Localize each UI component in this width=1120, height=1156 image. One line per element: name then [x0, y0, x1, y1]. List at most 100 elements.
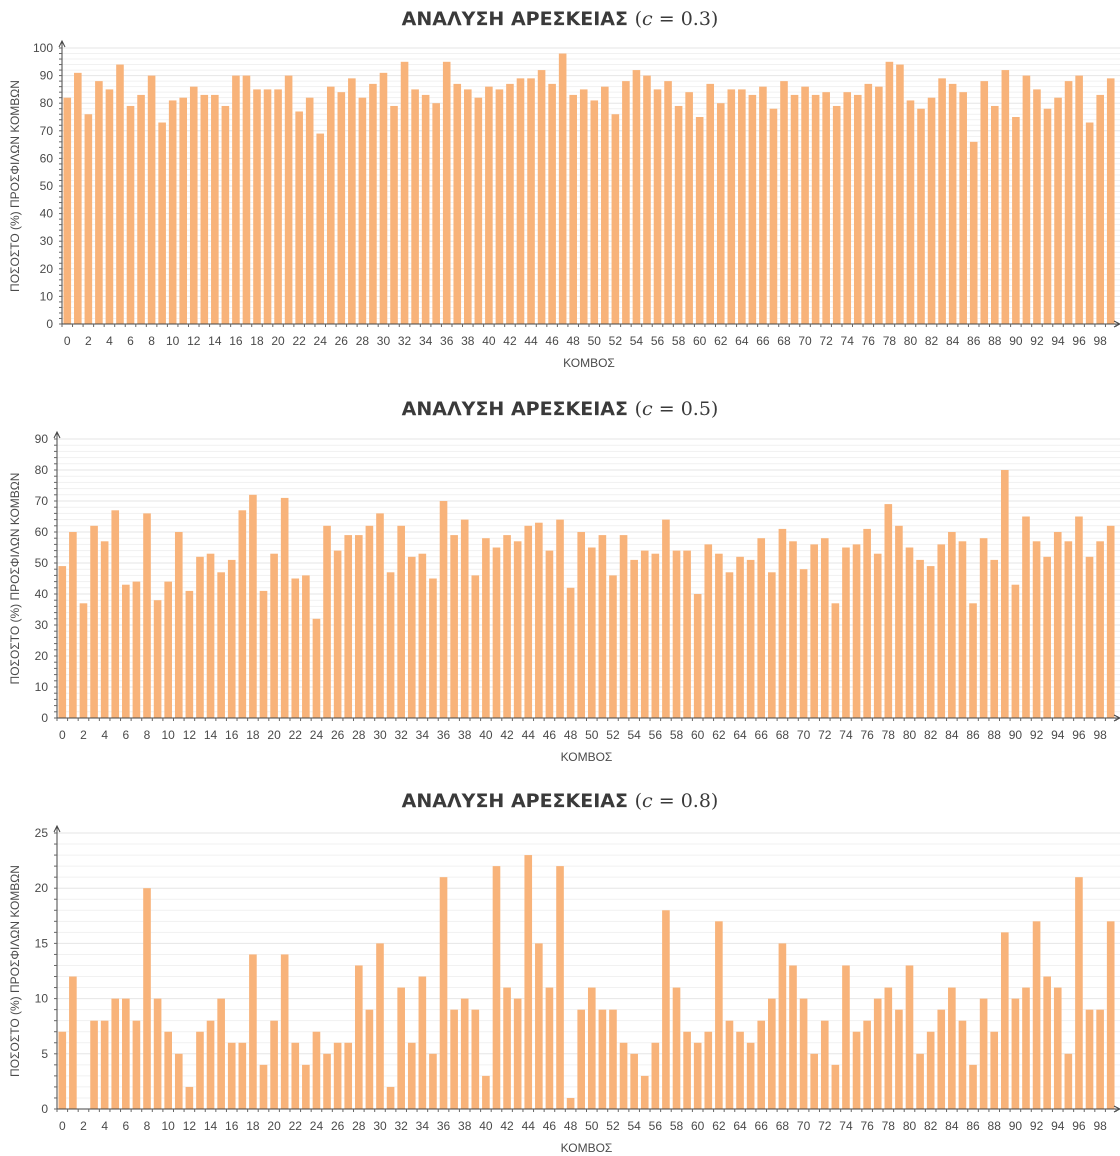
bar-53	[619, 535, 628, 718]
y-tick-label: 100	[33, 41, 53, 55]
bar-10	[164, 581, 172, 718]
x-tick-label: 58	[670, 1119, 684, 1133]
bar-38	[460, 519, 469, 718]
bar-28	[355, 535, 363, 718]
bar-32	[400, 61, 409, 325]
bar-55	[640, 550, 649, 718]
bar-90	[1011, 998, 1020, 1109]
bar-50	[590, 100, 599, 324]
bar-74	[842, 547, 850, 718]
x-tick-label: 90	[1009, 1119, 1023, 1133]
bar-35	[429, 1053, 437, 1109]
x-tick-label: 42	[500, 728, 514, 742]
x-tick-label: 4	[101, 728, 108, 742]
y-tick-label: 0	[41, 711, 48, 725]
bar-52	[609, 1009, 617, 1109]
bar-64	[736, 556, 744, 718]
bar-11	[179, 97, 188, 325]
bar-47	[556, 866, 564, 1109]
y-tick-label: 0	[46, 317, 53, 331]
bar-55	[643, 75, 651, 324]
y-tick-label: 80	[35, 463, 49, 477]
x-tick-label: 48	[564, 728, 578, 742]
bar-5	[116, 64, 124, 324]
bar-48	[569, 94, 577, 324]
chart-panel-c08: ΑΝΑΛΥΣΗ ΑΡΕΣΚΕΙΑΣ (c = 0.8) 0 5 10 15 20 25 0 2…	[0, 782, 1120, 1156]
x-tick-label: 50	[585, 1119, 599, 1133]
bar-84	[948, 987, 956, 1109]
bar-82	[926, 1031, 935, 1109]
bar-98	[1096, 541, 1104, 718]
x-tick-label: 18	[246, 1119, 260, 1133]
bar-59	[685, 92, 693, 324]
bar-96	[1075, 516, 1083, 718]
y-tick-label: 90	[40, 69, 54, 83]
bar-32	[397, 987, 405, 1109]
bar-17	[238, 510, 247, 718]
bar-38	[464, 89, 472, 325]
bar-12	[185, 590, 194, 718]
bar-5	[111, 998, 120, 1109]
bar-60	[693, 1042, 702, 1109]
bar-56	[651, 1042, 660, 1109]
bar-43	[513, 541, 522, 718]
x-tick-label: 68	[777, 334, 791, 348]
x-tick-label: 50	[585, 728, 599, 742]
x-tick-label: 56	[649, 728, 663, 742]
bar-63	[725, 572, 734, 718]
bar-29	[369, 83, 377, 324]
x-tick-label: 70	[798, 334, 812, 348]
y-tick-label: 30	[40, 234, 54, 248]
bar-39	[471, 1009, 480, 1109]
x-tick-label: 64	[733, 1119, 747, 1133]
bar-55	[640, 1075, 649, 1109]
bar-4	[100, 541, 109, 718]
bar-41	[492, 547, 501, 718]
bar-17	[242, 75, 251, 324]
bar-58	[674, 105, 683, 325]
x-axis-label: ΚΟΜΒΟΣ	[563, 356, 615, 370]
bar-71	[810, 1053, 818, 1109]
bar-9	[153, 998, 162, 1109]
bar-44	[524, 855, 533, 1109]
x-tick-label: 86	[966, 728, 980, 742]
bar-92	[1032, 921, 1041, 1109]
x-tick-label: 82	[924, 728, 938, 742]
bar-42	[506, 83, 514, 324]
x-tick-label: 96	[1072, 334, 1086, 348]
bar-12	[185, 1086, 194, 1109]
bar-34	[421, 94, 430, 324]
x-tick-label: 2	[85, 334, 92, 348]
bar-21	[280, 954, 289, 1109]
y-axis-arrow-icon	[53, 430, 61, 439]
bar-96	[1075, 75, 1083, 324]
x-tick-label: 44	[524, 334, 538, 348]
bar-36	[439, 877, 448, 1109]
x-tick-label: 52	[609, 334, 623, 348]
bars	[58, 855, 1115, 1109]
bar-50	[587, 547, 596, 718]
x-tick-label: 92	[1030, 1119, 1044, 1133]
x-tick-label: 0	[59, 728, 66, 742]
bar-33	[407, 1042, 416, 1109]
bar-53	[619, 1042, 628, 1109]
bar-67	[768, 572, 776, 718]
x-tick-label: 42	[500, 1119, 514, 1133]
x-tick-label: 84	[945, 728, 959, 742]
bar-81	[916, 559, 924, 718]
x-tick-label: 32	[395, 728, 409, 742]
bar-58	[672, 550, 681, 718]
bar-87	[979, 538, 988, 718]
x-tick-label: 34	[416, 1119, 430, 1133]
x-tick-label: 20	[271, 334, 285, 348]
bar-84	[948, 532, 956, 718]
x-tick-label: 64	[733, 728, 747, 742]
bar-40	[482, 538, 490, 718]
chart-panel-c05: ΑΝΑΛΥΣΗ ΑΡΕΣΚΕΙΑΣ (c = 0.5) 0 10 20 30 40 50 6…	[0, 390, 1120, 768]
bar-6	[122, 584, 130, 718]
x-tick-label: 24	[310, 1119, 324, 1133]
axes	[53, 824, 1120, 1113]
bar-69	[789, 541, 797, 718]
bar-83	[938, 78, 946, 324]
bar-39	[471, 575, 480, 718]
